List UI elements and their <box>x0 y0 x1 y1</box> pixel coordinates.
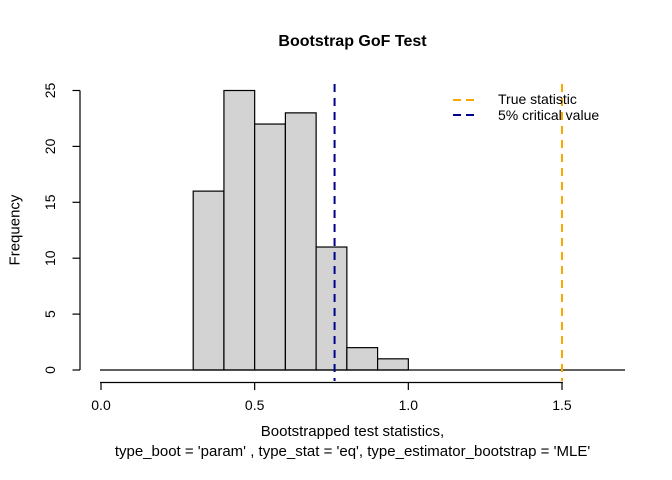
legend-item-critical-value: 5% critical value <box>452 106 600 124</box>
y-axis-label: Frequency <box>6 194 24 266</box>
x-axis-tick-label: 0.5 <box>245 397 265 413</box>
legend: True statistic 5% critical value <box>452 92 599 123</box>
y-axis-tick-label: 15 <box>42 194 58 210</box>
legend-line-critical-value-icon <box>453 114 479 117</box>
histogram-bar <box>376 358 409 371</box>
histogram-bar <box>223 89 256 371</box>
histogram-bar <box>346 347 379 371</box>
y-axis-tick-label: 0 <box>42 366 58 374</box>
x-axis-label-line2: type_boot = 'param' , type_stat = 'eq', … <box>114 443 591 460</box>
x-axis-label-line1: Bootstrapped test statistics, <box>260 423 445 440</box>
legend-label-true-statistic: True statistic <box>498 91 577 108</box>
histogram-bar <box>315 246 348 371</box>
x-axis-label: Bootstrapped test statistics, type_boot … <box>80 422 625 462</box>
x-axis-tick-label: 0.0 <box>91 397 111 413</box>
legend-line-true-statistic-icon <box>453 98 479 101</box>
histogram-bar <box>284 112 317 371</box>
y-axis-tick-label: 20 <box>42 138 58 154</box>
x-axis-tick-label: 1.0 <box>399 397 419 413</box>
chart-title: Bootstrap GoF Test <box>278 33 427 50</box>
histogram-bar <box>192 190 225 371</box>
y-axis-tick-label: 25 <box>42 83 58 99</box>
y-axis-tick-label: 10 <box>42 250 58 266</box>
legend-label-critical-value: 5% critical value <box>498 106 600 123</box>
x-axis-tick-label: 1.5 <box>552 397 572 413</box>
legend-item-true-statistic: True statistic <box>452 92 599 108</box>
histogram-bar <box>254 123 286 371</box>
y-axis-tick-label: 5 <box>42 310 58 318</box>
